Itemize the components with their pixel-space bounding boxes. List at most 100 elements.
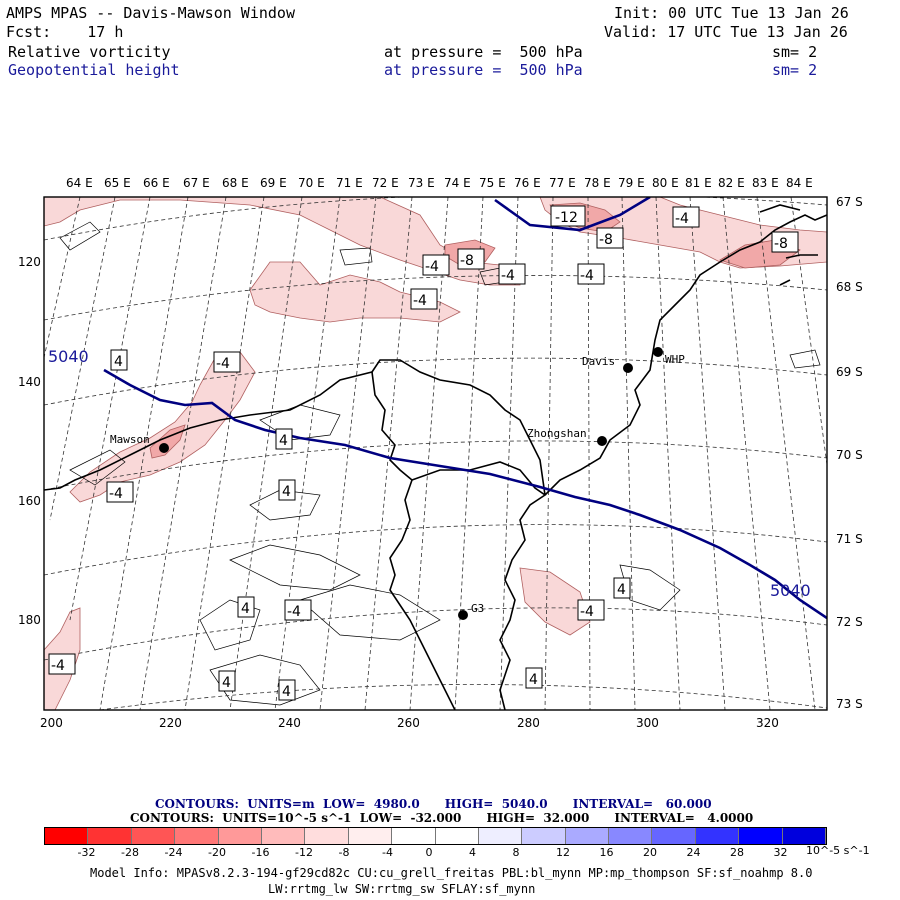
vort-label: -8: [460, 253, 474, 269]
lat-label: 72 S: [836, 615, 863, 629]
colorbar-cell: [652, 828, 696, 844]
colorbar-label: -8: [338, 846, 350, 859]
y-tick: 160: [18, 494, 41, 508]
field2-level: at pressure = 500 hPa: [384, 61, 583, 79]
colorbar-label: 0: [425, 846, 433, 859]
field1-name: Relative vorticity: [8, 43, 171, 61]
vort-label: -4: [580, 604, 594, 620]
lon-label: 72 E: [372, 176, 399, 190]
colorbar-label: 24: [686, 846, 701, 859]
colorbar-cell: [739, 828, 783, 844]
vort-label: 4: [282, 484, 291, 500]
lat-label: 67 S: [836, 195, 863, 209]
lat-label: 73 S: [836, 697, 863, 711]
colorbar-label: 20: [643, 846, 657, 859]
colorbar: [44, 827, 827, 845]
vort-label: -4: [287, 604, 301, 620]
station-marker-davis: [623, 363, 633, 373]
colorbar-cell: [305, 828, 349, 844]
station-label-whp: WHP: [665, 353, 685, 366]
station-label-g3: G3: [471, 602, 484, 615]
field2-name: Geopotential height: [8, 61, 180, 79]
colorbar-label: -12: [295, 846, 313, 859]
model-info-line1: Model Info: MPASv8.2.3-194-gf29cd82c CU:…: [90, 866, 813, 880]
x-tick: 220: [159, 716, 182, 730]
lon-label: 82 E: [718, 176, 745, 190]
vort-label: 4: [282, 684, 291, 700]
vort-label: -4: [413, 293, 427, 309]
vort-label: -4: [425, 259, 439, 275]
colorbar-label: 8: [512, 846, 520, 859]
colorbar-cell: [131, 828, 176, 844]
colorbar-cell: [435, 828, 479, 844]
vort-label: -4: [675, 211, 689, 227]
lat-label: 69 S: [836, 365, 863, 379]
lon-label: 73 E: [408, 176, 435, 190]
station-label-mawson: Mawson: [110, 433, 150, 446]
colorbar-label: -4: [382, 846, 393, 859]
colorbar-cell: [565, 828, 610, 844]
vort-label: 4: [529, 672, 538, 688]
vort-label: -4: [109, 486, 123, 502]
lon-label: 70 E: [298, 176, 325, 190]
colorbar-label: 32: [773, 846, 788, 859]
lon-label: 77 E: [549, 176, 576, 190]
lon-label: 81 E: [685, 176, 712, 190]
lon-label: 78 E: [584, 176, 611, 190]
x-tick: 260: [397, 716, 420, 730]
vort-label: 4: [222, 675, 231, 691]
vort-label: 4: [241, 601, 250, 617]
vort-label: -4: [51, 658, 65, 674]
lat-label: 71 S: [836, 532, 863, 546]
colorbar-cell: [175, 828, 219, 844]
lat-label: 68 S: [836, 280, 863, 294]
colorbar-label: 4: [469, 846, 476, 859]
colorbar-cell: [522, 828, 566, 844]
stations: Mawson Davis WHP Zhongshan G3: [110, 347, 685, 620]
lon-label: 80 E: [652, 176, 679, 190]
station-label-zhongshan: Zhongshan: [527, 427, 587, 440]
colorbar-label: -32: [77, 846, 96, 859]
lon-label: 74 E: [444, 176, 471, 190]
colorbar-label: -24: [164, 846, 183, 859]
vort-label: 4: [114, 354, 123, 370]
lon-label: 79 E: [618, 176, 645, 190]
lon-label: 75 E: [479, 176, 506, 190]
colorbar-cell: [261, 828, 306, 844]
colorbar-cell: [782, 828, 827, 844]
coastline: [44, 204, 827, 710]
x-tick: 200: [40, 716, 63, 730]
model-info-line2: LW:rrtmg_lw SW:rrtmg_sw SFLAY:sf_mynn: [268, 882, 536, 896]
y-tick: 180: [18, 613, 41, 627]
lon-label: 84 E: [786, 176, 813, 190]
lon-label: 71 E: [336, 176, 363, 190]
vort-label: -12: [555, 210, 578, 226]
vort-label: -8: [599, 232, 613, 248]
valid-time: Valid: 17 UTC Tue 13 Jan 26: [604, 23, 848, 41]
colorbar-label: 12: [556, 846, 570, 859]
station-marker-zhongshan: [597, 436, 607, 446]
field1-smooth: sm= 2: [772, 43, 818, 61]
height-contour-5040: [103, 368, 827, 620]
height-contour-info: CONTOURS: UNITS=m LOW= 4980.0 HIGH= 5040…: [155, 797, 712, 811]
colorbar-cell: [218, 828, 262, 844]
lon-label: 66 E: [143, 176, 170, 190]
station-label-davis: Davis: [582, 355, 615, 368]
vorticity-contour-info: CONTOURS: UNITS=10^-5 s^-1 LOW= -32.000 …: [130, 811, 754, 825]
lon-label: 83 E: [752, 176, 779, 190]
forecast-hour: Fcst: 17 h: [6, 23, 124, 41]
vort-label: -4: [501, 268, 515, 284]
colorbar-cell: [348, 828, 393, 844]
plot-title: AMPS MPAS -- Davis-Mawson Window: [6, 4, 295, 22]
x-tick: 280: [517, 716, 540, 730]
station-marker-mawson: [159, 443, 169, 453]
height-label: 5040: [770, 581, 811, 600]
vort-label: -4: [216, 356, 230, 372]
lon-label: 65 E: [104, 176, 131, 190]
colorbar-cell: [88, 828, 132, 844]
colorbar-cell: [695, 828, 740, 844]
vort-label: -4: [580, 268, 594, 284]
colorbar-cell: [45, 828, 89, 844]
station-marker-whp: [653, 347, 663, 357]
